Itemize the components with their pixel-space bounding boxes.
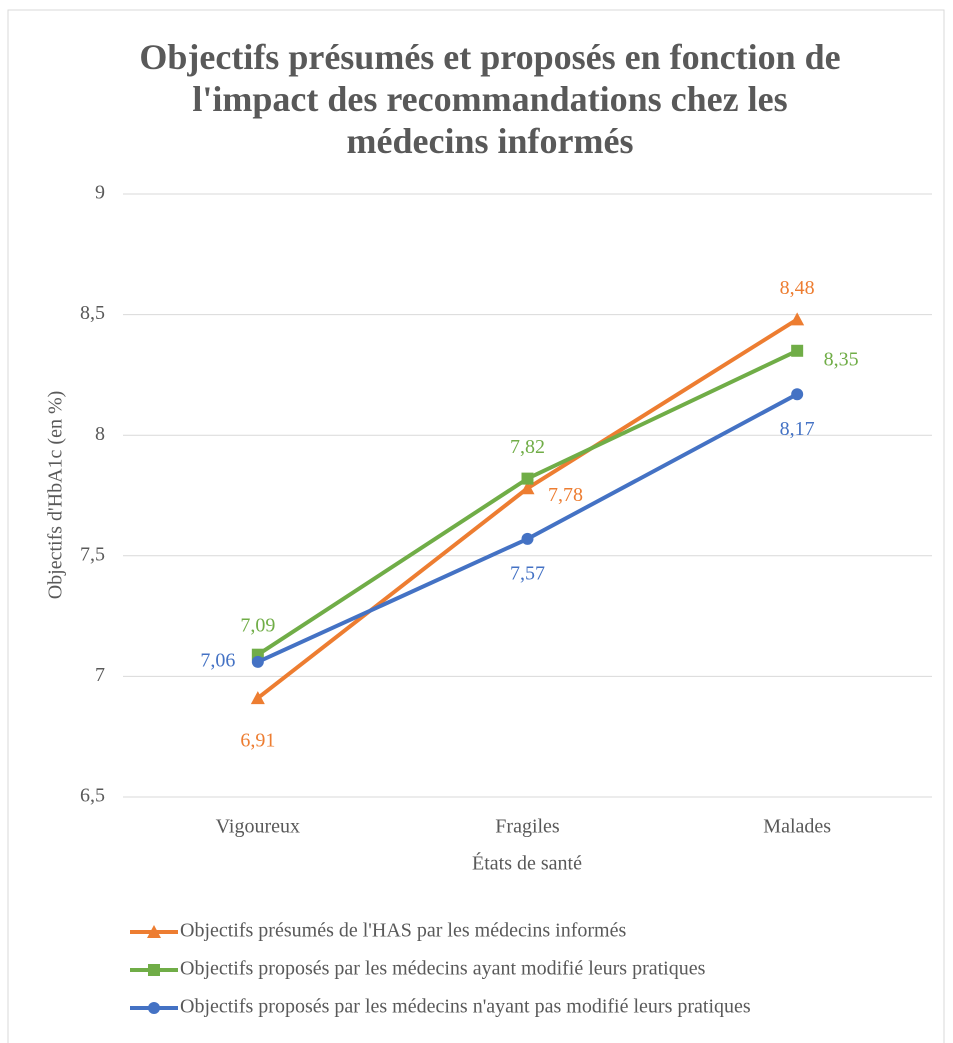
data-label: 8,48 [780,277,815,299]
chart-title: Objectifs présumés et proposés en foncti… [139,37,841,161]
data-label: 7,57 [510,563,545,585]
x-tick-label: Fragiles [495,816,560,838]
y-tick-label: 7,5 [80,543,105,565]
legend-marker [148,964,160,976]
y-tick-label: 8 [95,423,105,445]
y-tick-label: 9 [95,182,105,204]
data-label: 8,17 [780,418,815,440]
series-line [257,392,799,664]
legend-marker [147,925,161,938]
data-label: 7,78 [548,484,583,506]
data-label: 7,09 [240,614,275,636]
y-tick-label: 7 [95,664,105,686]
x-tick-label: Vigoureux [216,816,300,838]
data-label: 7,06 [200,650,235,672]
data-point [520,481,535,495]
data-point [251,648,264,661]
data-point [790,312,805,326]
legend-label: Objectifs proposés par les médecins ayan… [180,958,706,980]
legend-marker [148,1002,160,1014]
series-line [256,317,799,700]
data-label: 7,82 [510,436,545,458]
data-point [521,472,534,485]
series-line [256,348,799,657]
y-tick-label: 8,5 [80,302,105,324]
chart-border [7,9,945,1043]
x-axis-title: États de santé [472,852,582,875]
data-label: 8,35 [824,348,859,370]
y-axis-title: Objectifs d'HbA1c (en %) [45,391,67,600]
y-tick-label: 6,5 [80,785,105,807]
x-tick-label: Malades [763,816,831,838]
data-label: 6,91 [240,730,275,752]
legend-label: Objectifs proposés par les médecins n'ay… [180,996,751,1018]
data-point [251,655,264,668]
legend-label: Objectifs présumés de l'HAS par les méde… [180,920,626,942]
data-point [250,691,265,705]
data-point [521,532,534,545]
data-point [791,388,804,401]
data-point [791,344,804,357]
